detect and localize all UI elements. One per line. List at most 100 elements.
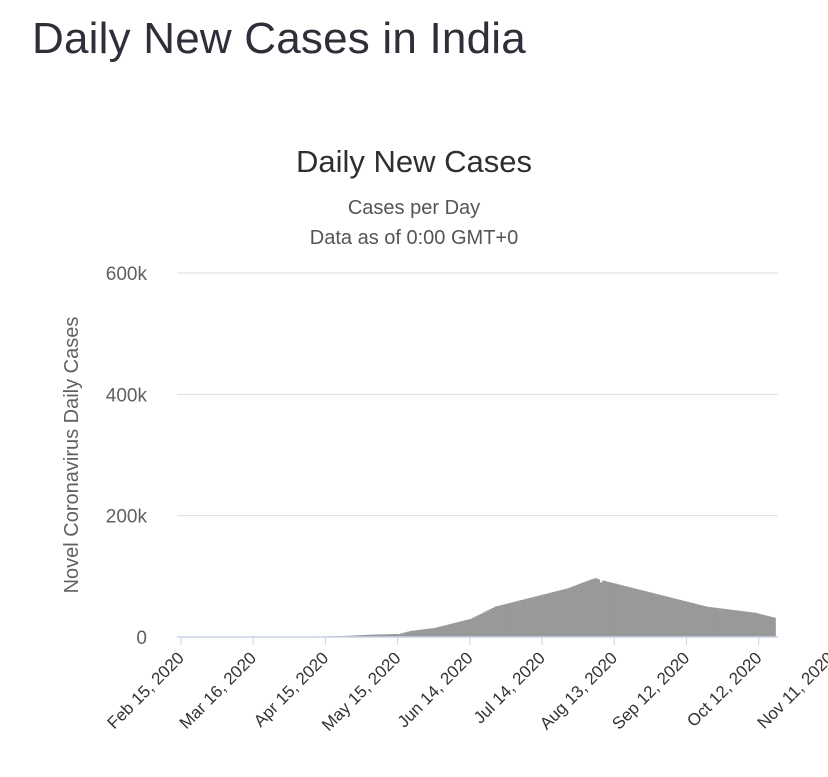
bar bbox=[592, 578, 596, 637]
bar bbox=[551, 592, 555, 637]
bar bbox=[643, 590, 646, 637]
bar bbox=[443, 625, 447, 637]
bar bbox=[534, 596, 538, 637]
x-tick-label: Sep 12, 2020 bbox=[608, 648, 693, 733]
bar bbox=[652, 593, 656, 637]
bar bbox=[505, 603, 509, 637]
bar bbox=[599, 582, 603, 637]
bar bbox=[486, 610, 490, 637]
bar bbox=[378, 634, 382, 637]
bar bbox=[407, 631, 410, 637]
bar bbox=[433, 627, 437, 637]
bar bbox=[537, 595, 540, 637]
bar bbox=[657, 594, 661, 637]
bar bbox=[664, 596, 668, 637]
bar bbox=[472, 617, 475, 637]
bar bbox=[633, 588, 637, 637]
bar bbox=[749, 612, 752, 637]
bar bbox=[659, 595, 663, 637]
y-axis-label: Novel Coronavirus Daily Cases bbox=[61, 317, 83, 594]
bar bbox=[496, 606, 500, 637]
bar bbox=[561, 589, 565, 637]
bar bbox=[674, 598, 678, 637]
bar bbox=[765, 615, 769, 637]
bar bbox=[421, 629, 425, 637]
bar bbox=[623, 586, 627, 637]
page-title: Daily New Cases in India bbox=[32, 14, 526, 63]
bar bbox=[696, 604, 699, 637]
bar bbox=[445, 624, 449, 637]
bar bbox=[616, 584, 620, 637]
bar bbox=[457, 621, 461, 637]
bar bbox=[732, 610, 735, 637]
bar bbox=[751, 612, 755, 637]
bar bbox=[746, 611, 750, 637]
bar bbox=[409, 630, 413, 637]
bar bbox=[484, 611, 487, 637]
bar bbox=[727, 609, 731, 637]
bar bbox=[426, 628, 430, 637]
bar bbox=[481, 612, 485, 637]
bar bbox=[368, 634, 372, 637]
bar bbox=[489, 609, 492, 637]
bar bbox=[436, 627, 439, 637]
bar bbox=[404, 632, 408, 637]
bar bbox=[582, 582, 586, 637]
bar bbox=[700, 605, 704, 637]
y-tick-label: 200k bbox=[106, 507, 148, 528]
bar bbox=[647, 592, 651, 637]
bar bbox=[465, 620, 468, 637]
bar bbox=[361, 635, 365, 637]
bar bbox=[580, 583, 584, 637]
bar bbox=[741, 611, 745, 637]
bar bbox=[356, 635, 360, 637]
bar bbox=[578, 583, 581, 637]
bar bbox=[467, 619, 471, 637]
bar bbox=[385, 634, 389, 637]
bar bbox=[662, 595, 666, 637]
bar bbox=[722, 608, 726, 637]
bar bbox=[758, 613, 762, 637]
chart-subtitle-date: Data as of 0:00 GMT+0 bbox=[310, 227, 518, 249]
bar bbox=[383, 634, 386, 637]
bar bbox=[756, 613, 759, 637]
bar bbox=[703, 606, 707, 637]
bar bbox=[431, 628, 435, 637]
bar bbox=[753, 612, 757, 637]
bar bbox=[554, 591, 557, 637]
bar bbox=[556, 590, 560, 637]
bar bbox=[450, 623, 454, 637]
bar bbox=[708, 606, 711, 637]
bar bbox=[684, 601, 687, 637]
bar bbox=[667, 596, 670, 637]
bar bbox=[532, 596, 536, 637]
bar bbox=[520, 599, 524, 637]
bar bbox=[513, 601, 516, 637]
bar bbox=[539, 595, 543, 637]
bar bbox=[638, 589, 642, 637]
bar bbox=[359, 635, 362, 637]
bar bbox=[563, 589, 567, 637]
bar bbox=[474, 616, 478, 637]
bar bbox=[395, 634, 398, 637]
bar bbox=[544, 593, 548, 637]
bar bbox=[491, 607, 495, 637]
bar bbox=[462, 620, 466, 637]
bar bbox=[375, 634, 379, 637]
bar bbox=[460, 621, 463, 637]
bar bbox=[761, 614, 764, 637]
bar bbox=[587, 580, 591, 637]
bar bbox=[744, 611, 747, 637]
bar bbox=[354, 635, 358, 637]
bar bbox=[631, 587, 634, 637]
bar bbox=[525, 598, 528, 637]
bar bbox=[542, 594, 545, 637]
bar bbox=[621, 585, 625, 637]
bar bbox=[424, 629, 427, 637]
bar bbox=[412, 630, 415, 637]
bar bbox=[640, 590, 644, 637]
bar bbox=[501, 604, 504, 637]
bar bbox=[479, 613, 483, 637]
bar bbox=[455, 622, 459, 637]
